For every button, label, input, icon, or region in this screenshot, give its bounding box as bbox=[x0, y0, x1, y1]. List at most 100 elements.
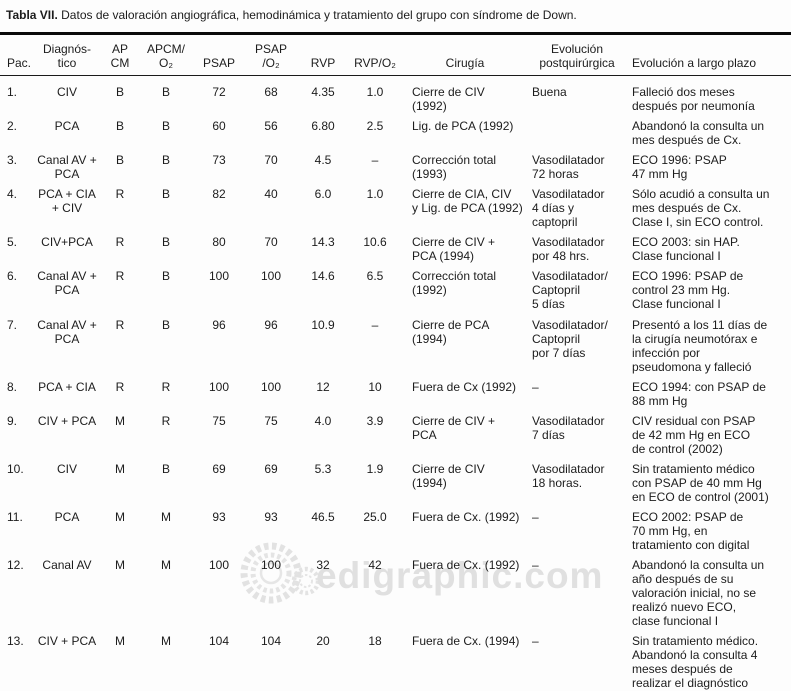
table-cell bbox=[526, 118, 628, 152]
table-cell: B bbox=[115, 153, 124, 168]
data-table: Pac. Diagnós- tico AP CM APCM/ O₂ PSAP P… bbox=[0, 32, 791, 691]
table-cell: 4. bbox=[7, 187, 18, 202]
table-caption-text: Datos de valoración angiográfica, hemodi… bbox=[61, 8, 577, 22]
table-row: 12. Canal AV M M 100 100 32 42 Fuera de Cx. (199… bbox=[0, 557, 791, 633]
table-cell: 100 bbox=[260, 269, 282, 284]
table-header: Pac. Diagnós- tico AP CM APCM/ O₂ PSAP P… bbox=[0, 33, 791, 77]
table-cell: – bbox=[532, 509, 539, 524]
table-cell: 13. bbox=[7, 634, 24, 649]
col-header-rvp-o2: RVP/O₂ bbox=[346, 33, 404, 77]
table-cell: – bbox=[371, 317, 379, 332]
table-cell: 25.0 bbox=[363, 509, 387, 524]
table-cell: R bbox=[161, 413, 171, 428]
table-cell: Presentó a los 11 días de la cirugía neu… bbox=[632, 317, 768, 374]
table-cell: CIV bbox=[56, 461, 77, 476]
table-cell: 14.6 bbox=[311, 269, 335, 284]
table-cell: 7. bbox=[7, 317, 18, 332]
table-cell: 10.9 bbox=[311, 317, 335, 332]
table-row: 5. CIV+PCA R B 80 70 14.3 10.6 Cierre de CIV + P… bbox=[0, 234, 791, 268]
table-cell: M bbox=[115, 509, 125, 524]
table-row: 8. PCA + CIA R R 100 100 12 10 Fuera de Cx (1992… bbox=[0, 379, 791, 413]
table-cell: B bbox=[161, 461, 170, 476]
table-cell: 75 bbox=[212, 413, 226, 428]
table-cell: Falleció dos meses después por neumonía bbox=[632, 85, 755, 114]
table-cell: R bbox=[115, 317, 125, 332]
table-cell: – bbox=[532, 379, 539, 394]
col-header-evolucion-postquirurgica: Evolución postquirúrgica bbox=[526, 33, 628, 77]
table-cell: Vasodilatador 18 horas. bbox=[532, 461, 605, 490]
table-cell: R bbox=[115, 379, 125, 394]
table-cell: 14.3 bbox=[311, 235, 335, 250]
table-row: 10. CIV M B 69 69 5.3 1.9 Cierre de CIV (1994) Va… bbox=[0, 461, 791, 509]
col-header-pac: Pac. bbox=[0, 33, 31, 77]
table-cell: Cierre de CIV + PCA (1994) bbox=[412, 235, 496, 264]
table-cell: 11. bbox=[7, 509, 23, 524]
table-cell: 18 bbox=[368, 634, 382, 649]
header-row: Pac. Diagnós- tico AP CM APCM/ O₂ PSAP P… bbox=[0, 33, 791, 77]
table-cell: 3. bbox=[7, 153, 18, 168]
table-cell: 2. bbox=[7, 119, 18, 134]
table-cell: 104 bbox=[260, 634, 282, 649]
table-cell: Abandonó la consulta un año después de s… bbox=[632, 557, 765, 629]
table-cell: 1.0 bbox=[366, 187, 384, 202]
table-body: 1. CIV B B 72 68 4.35 1.0 Cierre de CIV (1992) Bu… bbox=[0, 76, 791, 691]
table-cell: M bbox=[161, 557, 171, 572]
table-row: 11. PCA M M 93 93 46.5 25.0 Fuera de Cx. (1992) –… bbox=[0, 509, 791, 557]
table-cell: 60 bbox=[212, 119, 226, 134]
table-cell: 32 bbox=[316, 557, 330, 572]
table-cell: B bbox=[161, 235, 170, 250]
table-cell: R bbox=[115, 269, 125, 284]
table-cell: Corrección total (1992) bbox=[412, 269, 497, 298]
table-cell: M bbox=[115, 413, 125, 428]
table-cell: 70 bbox=[264, 235, 278, 250]
table-cell: 82 bbox=[212, 187, 226, 202]
table-cell: 4.0 bbox=[314, 413, 332, 428]
table-cell: – bbox=[532, 557, 539, 572]
table-cell: ECO 1996: PSAP 47 mm Hg bbox=[632, 153, 727, 182]
table-cell: 5. bbox=[7, 235, 18, 250]
table-cell: 10. bbox=[7, 461, 24, 476]
table-cell: ECO 1996: PSAP de control 23 mm Hg. Clas… bbox=[632, 269, 744, 312]
table-cell: CIV + PCA bbox=[37, 413, 97, 428]
table-cell: CIV + PCA bbox=[37, 634, 97, 649]
table-cell: M bbox=[115, 634, 125, 649]
table-cell: Fuera de Cx. (1994) bbox=[412, 634, 520, 649]
table-cell: PCA + CIA bbox=[38, 379, 96, 394]
table-cell: – bbox=[371, 153, 379, 168]
table-cell: 20 bbox=[316, 634, 330, 649]
table-cell: M bbox=[161, 634, 171, 649]
table-cell: B bbox=[115, 85, 124, 100]
table-cell: – bbox=[532, 634, 539, 649]
table-row: 3. Canal AV + PCA B B 73 70 4.5 – Corrección tot… bbox=[0, 152, 791, 186]
table-row: 2. PCA B B 60 56 6.80 2.5 Lig. de PCA (1992) Aban… bbox=[0, 118, 791, 152]
table-cell: CIV bbox=[56, 85, 77, 100]
table-cell: 3.9 bbox=[366, 413, 384, 428]
table-cell: 5.3 bbox=[314, 461, 332, 476]
col-header-cirugia: Cirugía bbox=[404, 33, 526, 77]
table-cell: ECO 2003: sin HAP. Clase funcional I bbox=[632, 235, 740, 264]
table-cell: Cierre de CIV + PCA bbox=[412, 413, 496, 442]
table-cell: PCA + CIA + CIV bbox=[38, 187, 96, 216]
table-cell: Canal AV + PCA bbox=[37, 153, 97, 182]
table-cell: 1.9 bbox=[366, 461, 384, 476]
table-cell: ECO 1994: con PSAP de 88 mm Hg bbox=[632, 379, 766, 408]
col-header-psap: PSAP bbox=[196, 33, 242, 77]
table-cell: CIV+PCA bbox=[41, 235, 93, 250]
table-cell: 56 bbox=[264, 119, 278, 134]
table-cell: M bbox=[161, 509, 171, 524]
table-cell: 6.80 bbox=[311, 119, 335, 134]
table-cell: 10 bbox=[368, 379, 382, 394]
table-cell: 100 bbox=[208, 379, 230, 394]
table-cell: Corrección total (1993) bbox=[412, 153, 497, 182]
table-cell: 10.6 bbox=[363, 235, 387, 250]
table-cell: 4.35 bbox=[311, 85, 335, 100]
table-cell: 75 bbox=[264, 413, 278, 428]
table-caption: Tabla VII. Datos de valoración angiográf… bbox=[0, 0, 791, 32]
table-cell: R bbox=[115, 187, 125, 202]
table-cell: Cierre de CIV (1994) bbox=[412, 461, 485, 490]
table-cell: PCA bbox=[54, 509, 80, 524]
table-cell: B bbox=[115, 119, 124, 134]
table-cell: Vasodilatador/ Captopril por 7 días bbox=[532, 317, 608, 360]
table-cell: 1.0 bbox=[366, 85, 384, 100]
